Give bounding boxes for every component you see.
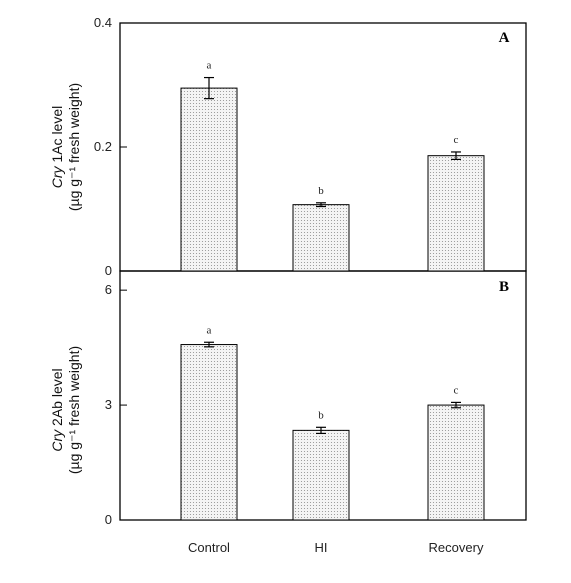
svg-text:Cry 2Ab level: Cry 2Ab level xyxy=(49,368,65,451)
panel-a-ylabel-unit: (µg g⁻¹ fresh weight) xyxy=(66,83,82,211)
panel-a-ytick-label: 0 xyxy=(105,263,112,278)
panel-b-significance-letter: c xyxy=(454,384,459,396)
panel-b-ylabel-unit: (µg g⁻¹ fresh weight) xyxy=(66,346,82,474)
panel-a-significance-letter: c xyxy=(454,134,459,146)
panel-a-ylabel-rest: 1Ac level xyxy=(49,106,65,167)
panel-b-label: B xyxy=(499,279,509,295)
panel-b-bar xyxy=(292,429,350,521)
panel-b-ylabel-rest: 2Ab level xyxy=(49,368,65,429)
panel-a-bar xyxy=(292,204,350,272)
panel-a-significance-letter: a xyxy=(207,60,212,72)
x-category-label: Control xyxy=(188,540,230,555)
panel-b-ytick-label: 6 xyxy=(105,282,112,297)
panel-b-ytick-label: 0 xyxy=(105,512,112,527)
panel-b-y-axis-title: Cry 2Ab level (µg g⁻¹ fresh weight) xyxy=(49,346,82,474)
panel-a-bar xyxy=(427,155,485,272)
panel-a-significance-letter: b xyxy=(318,185,324,197)
panel-b-bar xyxy=(180,344,238,521)
panel-a-y-axis-title: Cry 1Ac level (µg g⁻¹ fresh weight) xyxy=(49,83,82,211)
panel-a-ylabel-gene: Cry xyxy=(49,165,65,188)
panel-b-significance-letter: a xyxy=(207,324,212,336)
panel-b-bar xyxy=(427,404,485,521)
panel-a-label: A xyxy=(499,30,510,46)
svg-text:Cry 1Ac level: Cry 1Ac level xyxy=(49,106,65,188)
panel-b-ytick-label: 3 xyxy=(105,397,112,412)
panel-a-ytick-label: 0.4 xyxy=(94,15,112,30)
panel-b-ylabel-gene: Cry xyxy=(49,429,65,452)
x-category-label: Recovery xyxy=(429,540,484,555)
x-category-label: HI xyxy=(315,540,328,555)
panel-a-bar xyxy=(180,87,238,272)
panel-b-significance-letter: b xyxy=(318,409,324,421)
panel-a-ytick-label: 0.2 xyxy=(94,139,112,154)
